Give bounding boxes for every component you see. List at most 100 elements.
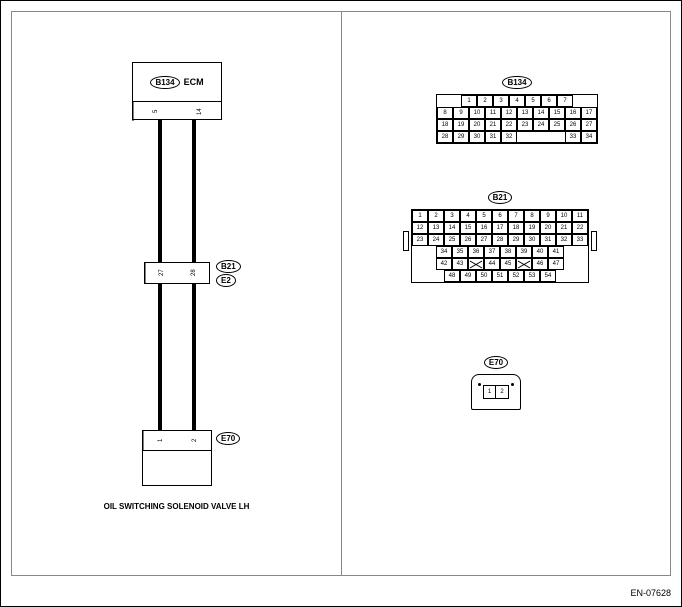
page: B134 ECM 5 14 27 28 B21 E2 E70 xyxy=(0,0,682,607)
e70-pin: 2 xyxy=(496,386,508,398)
pin-cell: 5 xyxy=(476,210,492,222)
pin-cell: 33 xyxy=(565,131,581,143)
pinout-e70: E70 1 2 xyxy=(471,352,521,410)
pin-cell: 4 xyxy=(509,95,525,107)
pin-cell: 3 xyxy=(444,210,460,222)
pin-cell xyxy=(549,131,565,143)
b21-label: B21 xyxy=(488,191,513,204)
pin-cell: 7 xyxy=(508,210,524,222)
pin-cell: 11 xyxy=(572,210,588,222)
pin-cell: 46 xyxy=(532,258,548,270)
e70-label: E70 xyxy=(484,356,508,369)
pin-cell: 15 xyxy=(460,222,476,234)
pin-cell: 17 xyxy=(492,222,508,234)
pin-cell: 15 xyxy=(549,107,565,119)
pin-cell: 27 xyxy=(476,234,492,246)
pin-cell: 22 xyxy=(501,119,517,131)
pin-cell: 34 xyxy=(436,246,452,258)
pin-cell: 1 xyxy=(412,210,428,222)
pin-cell: 31 xyxy=(485,131,501,143)
pin-cell: 26 xyxy=(565,119,581,131)
ecm-header: B134 ECM xyxy=(133,63,221,101)
pin-cell: 20 xyxy=(469,119,485,131)
pin-cell xyxy=(516,258,532,270)
pin-cell: 35 xyxy=(452,246,468,258)
pin-cell: 5 xyxy=(525,95,541,107)
pin-cell: 32 xyxy=(556,234,572,246)
pin-cell: 18 xyxy=(437,119,453,131)
pin-cell: 21 xyxy=(556,222,572,234)
pin-cell: 54 xyxy=(540,270,556,282)
ecm-pin: 5 xyxy=(133,102,178,121)
e70-shape: 1 2 xyxy=(471,374,521,410)
pin-cell: 43 xyxy=(452,258,468,270)
pin-cell: 34 xyxy=(581,131,597,143)
pin-cell xyxy=(468,258,484,270)
sol-pin: 2 xyxy=(178,431,212,450)
pin-cell: 1 xyxy=(461,95,477,107)
pinout-b21: B21 123456789101112131415161718192021222… xyxy=(411,187,589,283)
solenoid-pins: 1 2 xyxy=(143,431,211,451)
ecm-text: ECM xyxy=(184,77,204,87)
solenoid-block: 1 2 xyxy=(142,430,212,486)
pin-cell: 7 xyxy=(557,95,573,107)
pin-cell: 44 xyxy=(484,258,500,270)
mid-pin: 27 xyxy=(145,263,178,283)
pin-cell: 11 xyxy=(485,107,501,119)
pin-cell: 17 xyxy=(581,107,597,119)
pin-cell: 6 xyxy=(492,210,508,222)
pin-cell: 45 xyxy=(500,258,516,270)
pinout-panel: B134 12345678910111213141516171819202122… xyxy=(341,12,670,575)
sol-conn-label: E70 xyxy=(216,432,240,445)
mid-bot-label: E2 xyxy=(216,274,236,287)
pin-cell: 39 xyxy=(516,246,532,258)
b21-tab xyxy=(403,231,409,251)
pin-cell: 2 xyxy=(477,95,493,107)
pin-cell: 20 xyxy=(540,222,556,234)
pin-cell: 31 xyxy=(540,234,556,246)
ecm-connector-label: B134 xyxy=(150,76,179,89)
pin-cell: 28 xyxy=(492,234,508,246)
pin-cell: 2 xyxy=(428,210,444,222)
pin-cell: 19 xyxy=(453,119,469,131)
b21-tab xyxy=(591,231,597,251)
ecm-pin: 14 xyxy=(178,102,222,121)
pin-cell: 38 xyxy=(500,246,516,258)
pin-cell: 22 xyxy=(572,222,588,234)
pin-cell: 36 xyxy=(468,246,484,258)
doc-code: EN-07628 xyxy=(630,588,671,598)
pin-cell: 9 xyxy=(540,210,556,222)
pin-cell: 19 xyxy=(524,222,540,234)
pin-cell: 33 xyxy=(572,234,588,246)
pin-cell: 14 xyxy=(533,107,549,119)
b134-grid: 1234567891011121314151617181920212223242… xyxy=(436,94,598,144)
pin-cell: 27 xyxy=(581,119,597,131)
pin-cell: 28 xyxy=(437,131,453,143)
pin-cell: 12 xyxy=(412,222,428,234)
wiring-panel: B134 ECM 5 14 27 28 B21 E2 E70 xyxy=(12,12,341,575)
pinout-b134: B134 12345678910111213141516171819202122… xyxy=(436,72,598,144)
pin-cell: 26 xyxy=(460,234,476,246)
pin-cell: 42 xyxy=(436,258,452,270)
pin-cell xyxy=(517,131,533,143)
pin-cell xyxy=(533,131,549,143)
sol-pin: 1 xyxy=(143,431,178,450)
pin-cell: 23 xyxy=(412,234,428,246)
pin-cell: 30 xyxy=(469,131,485,143)
mid-top-label: B21 xyxy=(216,260,241,273)
pin-cell: 37 xyxy=(484,246,500,258)
pin-cell: 24 xyxy=(533,119,549,131)
pin-cell: 8 xyxy=(524,210,540,222)
pin-cell: 40 xyxy=(532,246,548,258)
solenoid-label: OIL SWITCHING SOLENOID VALVE LH xyxy=(12,502,341,511)
pin-cell: 49 xyxy=(460,270,476,282)
ecm-block: B134 ECM 5 14 xyxy=(132,62,222,120)
e70-pin: 1 xyxy=(484,386,496,398)
pin-cell: 4 xyxy=(460,210,476,222)
pin-cell: 48 xyxy=(444,270,460,282)
pin-cell: 47 xyxy=(548,258,564,270)
pin-cell: 23 xyxy=(517,119,533,131)
pin-cell: 32 xyxy=(501,131,517,143)
mid-pin: 28 xyxy=(178,263,210,283)
pin-cell: 53 xyxy=(524,270,540,282)
